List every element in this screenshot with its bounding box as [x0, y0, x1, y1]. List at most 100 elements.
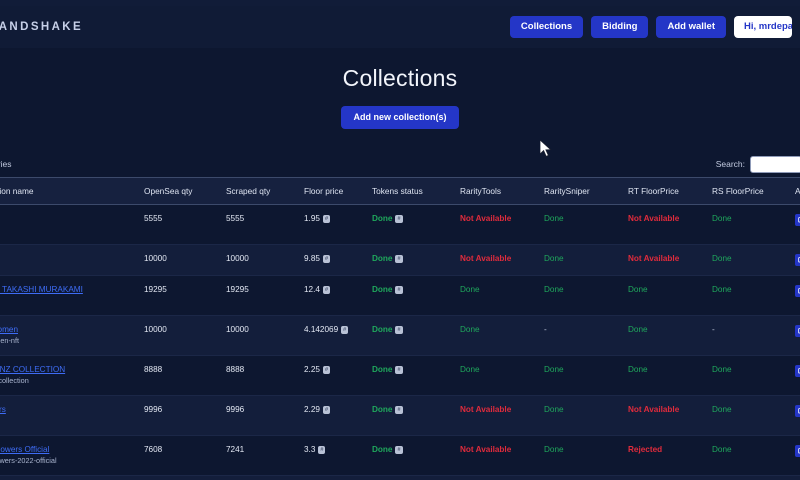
row-actions [795, 285, 800, 297]
cell-actions [791, 315, 800, 356]
monitor-icon[interactable] [795, 405, 800, 417]
floor-price-badge[interactable]: # [322, 365, 330, 375]
th-rt-floorprice[interactable]: RT FloorPrice [624, 177, 708, 205]
monitor-icon[interactable] [795, 254, 800, 266]
cell-rt-floorprice: Done [624, 315, 708, 356]
cell-opensea-qty: 5555 [140, 204, 222, 245]
tokens-status-value: Done [372, 254, 393, 263]
cell-rs-floorprice: Done [708, 435, 791, 476]
tokens-status-value: Done [372, 445, 393, 454]
table-head: Collection name OpenSea qty Scraped qty … [0, 177, 800, 205]
th-rarity-sniper[interactable]: RaritySniper [540, 177, 624, 205]
collection-name-link[interactable]: d of Women [0, 325, 18, 334]
table-row[interactable]: i10000100009.85#Done#Not AvailableDoneNo… [0, 244, 800, 276]
monitor-icon[interactable] [795, 325, 800, 337]
cell-scraped-qty: 5555 [222, 204, 300, 245]
cell-tokens-status: Done# [368, 435, 456, 476]
cell-collection-name: E X - X TAKASHI MURAKAMI a [0, 275, 140, 316]
cell-collection-name: N TOONZ COLLECTION ntoonz-collection [0, 355, 140, 396]
cell-scraped-qty: 9999 [222, 475, 300, 480]
cell-actions [791, 395, 800, 436]
nav-bidding-button[interactable]: Bidding [591, 16, 649, 38]
tokens-status-badge[interactable]: # [395, 405, 403, 415]
add-new-collections-button[interactable]: Add new collection(s) [341, 106, 459, 129]
floor-price-badge[interactable]: # [322, 405, 330, 415]
th-floor-price[interactable]: Floor price [300, 177, 368, 205]
window-top-strip [0, 0, 800, 6]
floor-price-badge[interactable]: # [322, 214, 330, 224]
tokens-status-badge[interactable]: # [395, 214, 403, 224]
cell-floor-price: 2.29 # [300, 395, 368, 436]
cell-rt-floorprice: Done [624, 275, 708, 316]
monitor-icon[interactable] [795, 365, 800, 377]
cell-rs-floorprice: - [708, 315, 791, 356]
cell-floor-price: 2.399# [300, 475, 368, 480]
collections-table-scroll[interactable]: Collection name OpenSea qty Scraped qty … [0, 177, 800, 480]
cell-scraped-qty: 9996 [222, 395, 300, 436]
cell-rarity-sniper: Done [540, 355, 624, 396]
th-actions: Actions [791, 177, 800, 205]
cell-rarity-tools: Not Available [456, 204, 540, 245]
collection-name-link[interactable]: E X - X TAKASHI MURAKAMI [0, 285, 83, 294]
collection-name-link[interactable]: kami Flowers Official [0, 445, 50, 454]
th-rarity-tools[interactable]: RarityTools [456, 177, 540, 205]
tokens-status-badge[interactable]: # [395, 325, 403, 335]
tokens-status-badge[interactable]: # [395, 285, 403, 295]
monitor-icon[interactable] [795, 285, 800, 297]
mouse-cursor [540, 140, 552, 157]
cell-rarity-sniper: Done [540, 244, 624, 276]
collection-name-link[interactable]: N TOONZ COLLECTION [0, 365, 66, 374]
table-row[interactable]: E X - X TAKASHI MURAKAMIa192951929512.4#… [0, 275, 800, 316]
monitor-icon[interactable] [795, 445, 800, 457]
cell-actions [791, 435, 800, 476]
table-controls: entries Search: [0, 151, 800, 177]
collection-slug: tsavvafi [0, 226, 136, 235]
cell-opensea-qty: 7608 [140, 435, 222, 476]
cell-scraped-qty: 8888 [222, 355, 300, 396]
table-row[interactable]: N TOONZ COLLECTION ntoonz-collection 88888… [0, 355, 800, 396]
cell-scraped-qty: 19295 [222, 275, 300, 316]
table-header-row: Collection name OpenSea qty Scraped qty … [0, 177, 800, 205]
cell-collection-name: ents tsavvafi [0, 204, 140, 245]
floor-price-badge[interactable]: # [318, 445, 326, 455]
th-collection-name[interactable]: Collection name [0, 177, 140, 205]
cell-floor-price: 1.95 # [300, 204, 368, 245]
cell-rs-floorprice: Done [708, 355, 791, 396]
table-row[interactable]: kami Flowers Official kami-flowers-2022-o… [0, 435, 800, 476]
cell-floor-price: 4.142069 # [300, 315, 368, 356]
tokens-status-badge[interactable]: # [395, 445, 403, 455]
cell-rarity-sniper: Done [540, 395, 624, 436]
cell-opensea-qty: 10000 [140, 244, 222, 276]
floor-price-badge[interactable]: # [322, 285, 330, 295]
monitor-icon[interactable] [795, 214, 800, 226]
tokens-status-badge[interactable]: # [395, 254, 403, 264]
table-row[interactable]: d of Women-of-women-nft10000100004.14206… [0, 315, 800, 356]
nav-user-button[interactable]: Hi, mrdepay [734, 16, 792, 38]
table-row[interactable]: entstsavvafi555555551.95#Done#Not Availa… [0, 204, 800, 245]
th-tokens-status[interactable]: Tokens status [368, 177, 456, 205]
floor-price-badge[interactable]: # [341, 325, 349, 335]
tokens-status-badge[interactable]: # [395, 365, 403, 375]
cell-rt-floorprice: Not Available [624, 395, 708, 436]
th-rs-floorprice[interactable]: RS FloorPrice [708, 177, 791, 205]
collection-name-link[interactable]: ents [0, 214, 136, 224]
nav-collections-button[interactable]: Collections [509, 16, 584, 38]
collection-name-link[interactable]: dbrokers [0, 405, 6, 414]
cell-tokens-status: Done# [368, 355, 456, 396]
collection-name-link[interactable]: i [0, 254, 136, 264]
brand-logo[interactable]: HANDSHAKE [0, 21, 84, 33]
cell-rs-floorprice: Done [708, 395, 791, 436]
cell-rarity-tools: Done [456, 355, 540, 396]
cell-collection-name: kami Flowers Official kami-flowers-2022-o… [0, 435, 140, 476]
table-row[interactable]: dbrokersbankers999699962.29#Done#Not Ava… [0, 395, 800, 436]
nav-add-wallet-button[interactable]: Add wallet [656, 16, 726, 38]
th-opensea-qty[interactable]: OpenSea qty [140, 177, 222, 205]
cell-rarity-sniper: Done [540, 204, 624, 245]
search-input[interactable] [750, 155, 800, 173]
table-row[interactable]: World999999992.399#Done#Not AvailableDon… [0, 475, 800, 480]
floor-price-badge[interactable]: # [322, 254, 330, 264]
cell-actions [791, 204, 800, 245]
th-scraped-qty[interactable]: Scraped qty [222, 177, 300, 205]
cell-opensea-qty: 10000 [140, 315, 222, 356]
cell-rs-floorprice: Done [708, 275, 791, 316]
